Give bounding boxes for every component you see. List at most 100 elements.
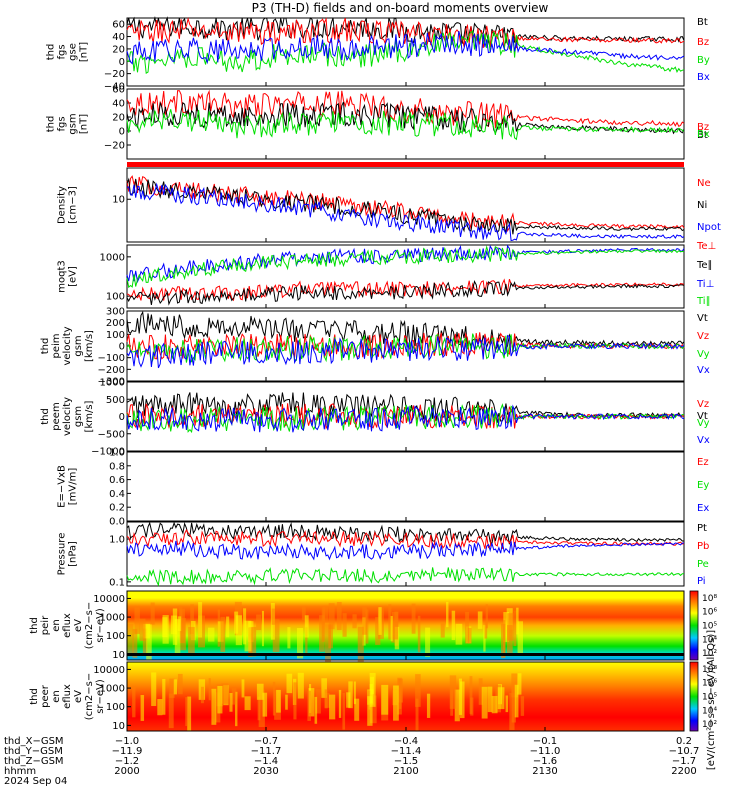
legend-vz: Vz	[697, 331, 709, 342]
y-axis-label-line: eV	[73, 619, 84, 632]
legend-bx: Bx	[697, 72, 710, 83]
panel-temperature: 100 1000 moqt3[eV] Te⊥ Te∥ Ti⊥ Ti∥	[57, 241, 716, 309]
legend-pe: Pe	[697, 559, 709, 570]
colorbar-tick-label: 10⁴	[702, 635, 717, 645]
legend-by: By	[697, 55, 710, 66]
x-axis-value: −1.2	[115, 756, 139, 767]
y-axis-label-line: fgs	[57, 116, 68, 131]
legend-npot: Npot	[697, 222, 721, 233]
legend-bt: Bt	[697, 130, 708, 141]
y-axis-label-line: peer	[40, 684, 51, 708]
spectrogram-stripe	[319, 615, 325, 652]
panel-peem-velocity: −1000 −500 0 500 1000 thdpeemvelocitygsm[km/s…	[40, 378, 710, 458]
y-tick-label: −500	[98, 429, 125, 440]
spectrogram-stripe	[465, 611, 470, 644]
spectrogram-stripe	[415, 698, 419, 732]
spectrogram-stripe	[501, 623, 506, 659]
y-axis-label-line: peir	[40, 615, 51, 635]
spectrogram-stripe	[348, 681, 353, 709]
spectrogram-stripe	[235, 615, 242, 646]
colorbar-tick-label: 10⁸	[702, 665, 717, 675]
spectrogram-stripe	[329, 694, 336, 720]
panel-frame	[126, 167, 685, 243]
y-axis-label-line: thd	[46, 44, 57, 61]
spectrogram-stripe	[338, 689, 342, 718]
y-tick-label: 20	[112, 44, 125, 55]
y-tick-label: 20	[112, 113, 125, 124]
spectrogram-stripe	[365, 609, 369, 644]
y-tick-label: −1000	[91, 447, 125, 458]
spectrogram-stripe	[188, 626, 195, 657]
y-axis-label: Density[cm−3]	[57, 186, 79, 224]
spectrogram-stripe	[249, 626, 257, 657]
y-axis-label-line: thd	[29, 617, 40, 634]
x-axis-value: −1.7	[672, 756, 696, 767]
series-bx-line	[126, 109, 685, 141]
spectrogram-stripe	[272, 681, 276, 716]
y-axis-label-line: [nT]	[79, 42, 90, 62]
spectrogram-stripe	[262, 692, 268, 717]
series-te-line	[126, 280, 685, 306]
spectrogram-stripe	[307, 690, 311, 721]
spectrogram-stripe	[491, 695, 498, 714]
spectrogram-stripe	[511, 673, 519, 698]
series-pe-line	[126, 567, 685, 587]
spectrogram-stripe	[455, 623, 463, 645]
spectrogram-stripe	[178, 605, 183, 622]
spectrogram-stripe	[367, 696, 373, 726]
colorbar-tick-label: 10⁸	[702, 594, 717, 604]
y-axis-label-line: velocity	[62, 397, 73, 436]
y-axis-label-line: eflux	[62, 613, 73, 638]
series-ni-line	[126, 177, 685, 235]
y-axis-label-line: [eV]	[68, 266, 79, 287]
y-tick-label: 300	[106, 307, 125, 318]
y-axis-label: thdfgsgse[nT]	[46, 42, 90, 62]
legend-ne: Ne	[697, 178, 711, 189]
spectrogram-stripe	[381, 684, 389, 715]
y-tick-label: −100	[98, 353, 125, 364]
spectrogram-stripe	[221, 683, 229, 704]
legend-vt: Vt	[697, 411, 708, 422]
y-axis-label-line: thd	[40, 338, 51, 355]
legend-ez: Ez	[697, 457, 709, 468]
x-axis-value: −11.9	[112, 746, 143, 757]
spectrogram-stripe	[190, 604, 194, 635]
spectrogram-stripe	[271, 608, 276, 625]
spectrogram-stripe	[481, 686, 488, 719]
legend-bt: Bt	[697, 17, 708, 28]
x-axis-value: −11.4	[391, 746, 422, 757]
y-tick-label: 500	[106, 395, 125, 406]
spectrogram-stripe	[256, 683, 264, 700]
y-axis-label-line: [nT]	[79, 114, 90, 134]
spectrogram-stripe	[157, 699, 163, 716]
spectrogram-stripe	[308, 688, 315, 717]
spectrogram-stripe	[505, 695, 509, 713]
spectrogram-stripe	[484, 622, 488, 639]
colorbar-label: [eV/(cm²−s−sr−eV)(All Qs)]	[706, 630, 717, 770]
spectrogram-stripe	[353, 681, 356, 705]
y-tick-label: 10000	[93, 665, 125, 676]
y-tick-label: 0.1	[109, 577, 125, 588]
x-axis-labels: thd_X−GSM −1.0 −0.7 −0.4 −0.1 0.2 thd_Y−GSM −11…	[4, 736, 699, 787]
y-tick-label: 100	[106, 631, 125, 642]
spectrogram-stripe	[378, 607, 382, 635]
series-te-line	[126, 278, 685, 302]
spectrogram-peir-en-eflux	[127, 591, 684, 660]
x-axis-value: 2000	[114, 766, 139, 777]
y-tick-label: 0.6	[109, 475, 125, 486]
spectrogram-stripe	[314, 696, 318, 724]
spectrogram-stripe	[324, 689, 328, 709]
x-axis-value: −0.1	[533, 736, 557, 747]
legend-bz: Bz	[697, 122, 709, 133]
y-tick-label: 0	[119, 342, 125, 353]
y-tick-label: 200	[106, 318, 125, 329]
x-axis-value: 2030	[253, 766, 278, 777]
y-tick-label: 0.8	[109, 461, 125, 472]
legend-vz: Vz	[697, 399, 709, 410]
spectrogram-stripe	[362, 606, 367, 635]
x-axis-value: −0.7	[254, 736, 278, 747]
spectrogram-stripe	[369, 672, 376, 707]
colorbar-tick-label: 10⁵	[702, 622, 717, 632]
y-tick-label: 100	[106, 292, 125, 303]
